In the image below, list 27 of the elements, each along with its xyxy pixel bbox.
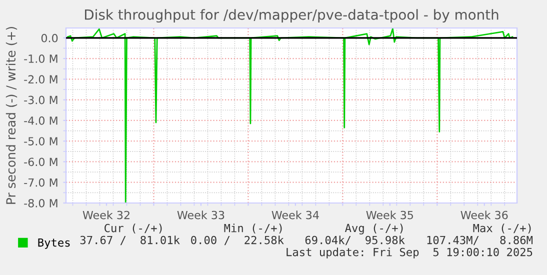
text: Max (-/+)	[473, 224, 531, 234]
text: Avg (-/+)	[345, 224, 403, 234]
text: 107.43M/ 8.86M	[427, 236, 533, 246]
line-series	[66, 28, 514, 203]
chart-title: Disk throughput for /dev/mapper/pve-data-tpool - by month	[85, 9, 498, 23]
y-tick-label: -7.0 M	[24, 178, 58, 187]
x-tick-label: Week 35	[366, 210, 413, 220]
y-tick-label: -5.0 M	[24, 137, 58, 146]
y-tick-label: -2.0 M	[24, 75, 58, 84]
text: Last update: Fri Sep 5 19:00:10 2025	[286, 248, 532, 258]
x-tick-label: Week 33	[177, 210, 224, 220]
x-tick-label: Week 34	[272, 210, 319, 220]
text: Cur (-/+)	[104, 224, 162, 234]
x-tick-label: Week 32	[82, 210, 130, 220]
y-tick-label: -8.0 M	[24, 198, 58, 208]
y-tick-label: -1.0 M	[24, 54, 58, 63]
y-tick-label: 0.0	[41, 34, 58, 42]
text: Min (-/+)	[224, 224, 282, 234]
y-tick-label: -6.0 M	[24, 158, 58, 166]
legend-label: Bytes	[38, 238, 70, 249]
text: 69.04k/ 95.98k	[305, 236, 405, 246]
y-axis-title: Pr second read (-) / write (+)	[6, 26, 18, 204]
y-tick-label: -3.0 M	[24, 96, 58, 104]
y-tick-label: -4.0 M	[24, 116, 58, 125]
text: 37.67 / 81.01k	[80, 236, 180, 246]
text: 0.00 / 22.58k	[191, 236, 284, 246]
x-tick-label: Week 36	[460, 210, 508, 220]
